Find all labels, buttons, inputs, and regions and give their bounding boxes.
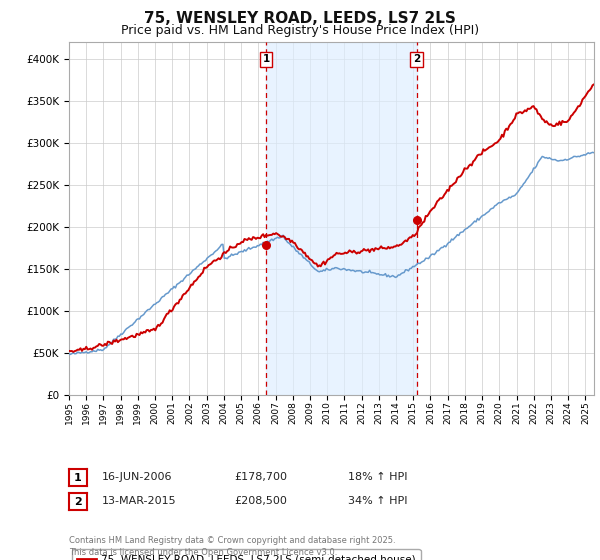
Legend: 75, WENSLEY ROAD, LEEDS, LS7 2LS (semi-detached house), HPI: Average price, semi: 75, WENSLEY ROAD, LEEDS, LS7 2LS (semi-d… [71, 549, 421, 560]
Text: £178,700: £178,700 [234, 472, 287, 482]
Text: Price paid vs. HM Land Registry's House Price Index (HPI): Price paid vs. HM Land Registry's House … [121, 24, 479, 36]
Text: 16-JUN-2006: 16-JUN-2006 [102, 472, 173, 482]
Bar [266, 42, 416, 395]
Text: 34% ↑ HPI: 34% ↑ HPI [348, 496, 407, 506]
Text: 75, WENSLEY ROAD, LEEDS, LS7 2LS: 75, WENSLEY ROAD, LEEDS, LS7 2LS [144, 11, 456, 26]
Text: 2: 2 [74, 497, 82, 507]
Text: £208,500: £208,500 [234, 496, 287, 506]
Text: 1: 1 [263, 54, 270, 64]
Text: Contains HM Land Registry data © Crown copyright and database right 2025.
This d: Contains HM Land Registry data © Crown c… [69, 536, 395, 557]
Text: 13-MAR-2015: 13-MAR-2015 [102, 496, 176, 506]
Text: 2: 2 [413, 54, 420, 64]
Text: 1: 1 [74, 473, 82, 483]
Text: 18% ↑ HPI: 18% ↑ HPI [348, 472, 407, 482]
